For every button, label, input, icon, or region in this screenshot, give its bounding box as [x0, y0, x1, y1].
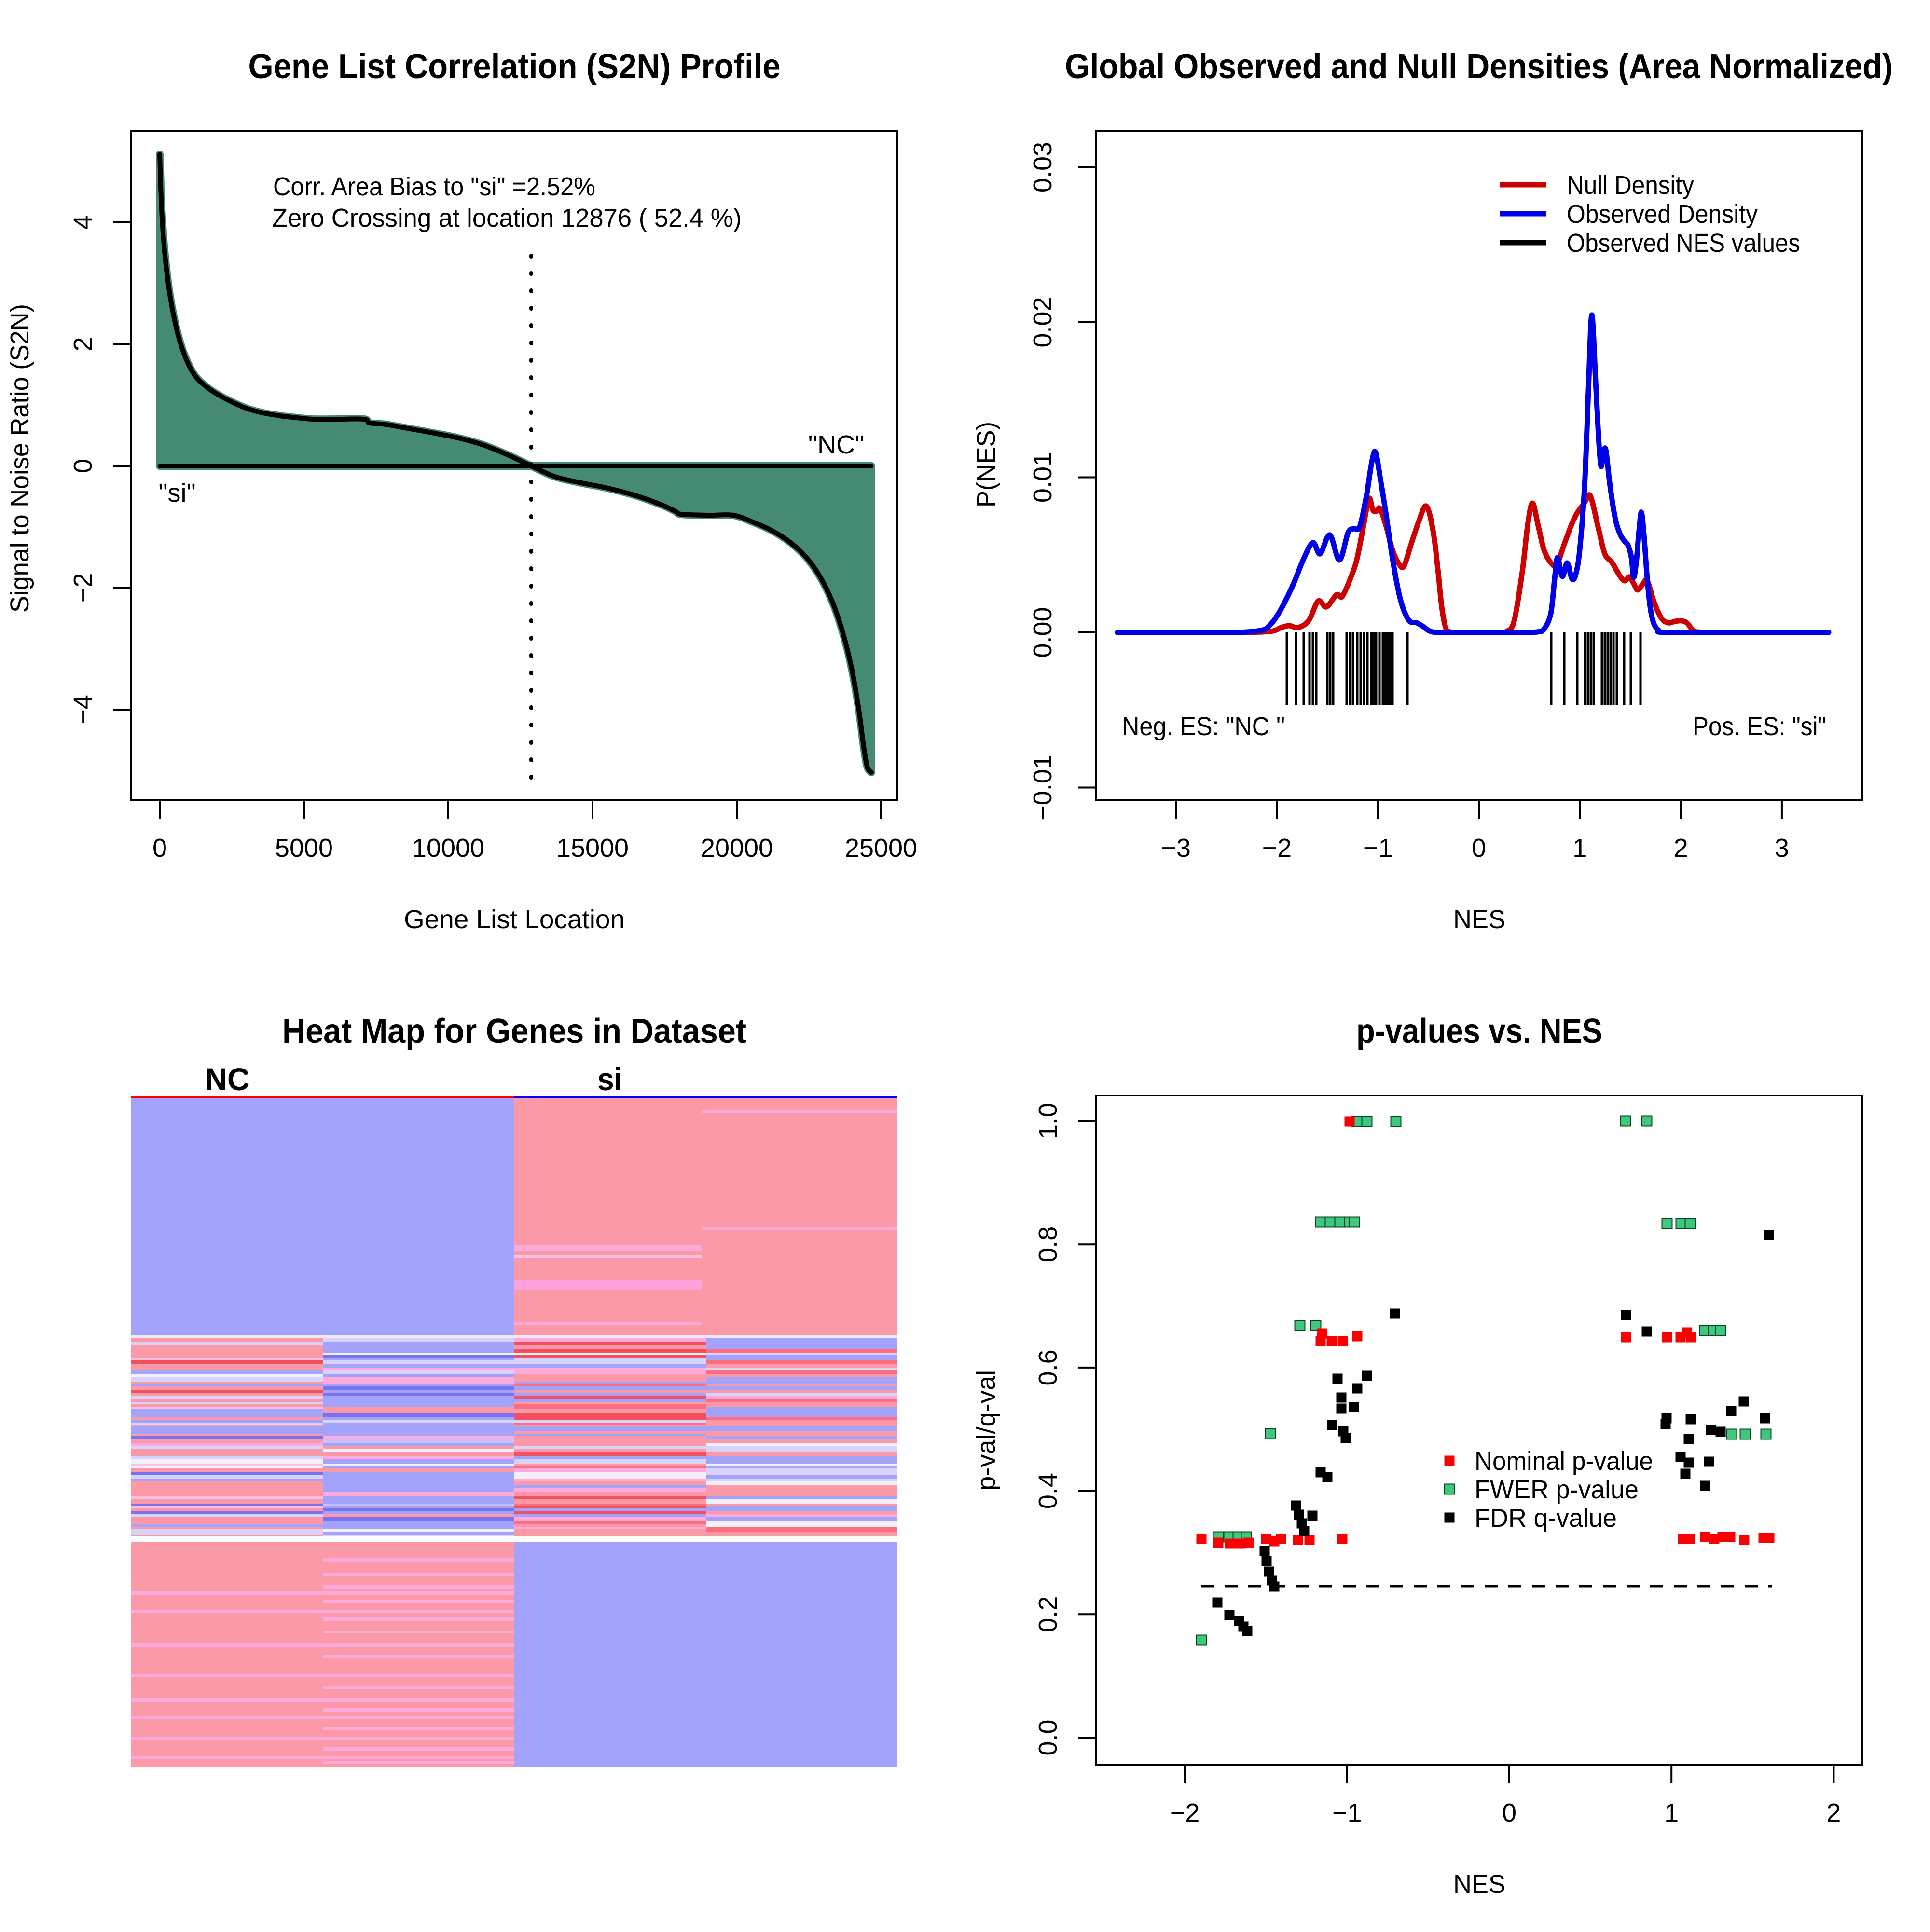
svg-text:−1: −1 [1363, 834, 1393, 863]
svg-text:1: 1 [1664, 1798, 1679, 1827]
svg-text:Global Observed and Null Densi: Global Observed and Null Densities (Area… [1065, 47, 1893, 86]
svg-text:Observed Density: Observed Density [1567, 200, 1758, 229]
svg-text:p-val/q-val: p-val/q-val [972, 1370, 1001, 1491]
svg-text:2: 2 [1826, 1798, 1841, 1827]
svg-text:0.01: 0.01 [1028, 452, 1057, 503]
svg-text:Gene List Location: Gene List Location [404, 905, 625, 934]
svg-text:−0.01: −0.01 [1028, 754, 1057, 821]
svg-text:0.02: 0.02 [1028, 297, 1057, 347]
svg-text:3: 3 [1775, 834, 1789, 863]
svg-text:−2: −2 [1262, 834, 1292, 863]
svg-text:0: 0 [152, 834, 167, 863]
svg-text:0.0: 0.0 [1034, 1719, 1062, 1755]
svg-text:Heat Map for Genes in Dataset: Heat Map for Genes in Dataset [282, 1012, 746, 1051]
svg-text:0.00: 0.00 [1028, 607, 1057, 658]
svg-text:NES: NES [1453, 1870, 1505, 1899]
svg-text:25000: 25000 [845, 834, 917, 863]
svg-text:NC: NC [205, 1061, 250, 1097]
svg-text:Nominal p-value: Nominal p-value [1475, 1447, 1653, 1476]
svg-text:2: 2 [1674, 834, 1688, 863]
svg-text:0: 0 [69, 459, 97, 473]
svg-text:NES: NES [1453, 905, 1505, 934]
svg-text:−1: −1 [1332, 1798, 1362, 1827]
svg-text:"NC": "NC" [808, 430, 864, 459]
svg-text:"si": "si" [158, 479, 195, 507]
svg-text:p-values vs. NES: p-values vs. NES [1356, 1012, 1602, 1051]
svg-text:0.6: 0.6 [1034, 1349, 1062, 1385]
svg-text:0: 0 [1472, 834, 1486, 863]
svg-text:0.8: 0.8 [1034, 1226, 1062, 1262]
svg-text:0.4: 0.4 [1034, 1473, 1062, 1509]
svg-text:Pos. ES: "si": Pos. ES: "si" [1693, 712, 1826, 741]
svg-text:Signal to Noise Ratio (S2N): Signal to Noise Ratio (S2N) [5, 304, 34, 613]
svg-text:Observed NES values: Observed NES values [1567, 229, 1800, 258]
svg-text:0: 0 [1502, 1798, 1516, 1827]
svg-text:0.03: 0.03 [1028, 142, 1057, 192]
svg-text:5000: 5000 [275, 834, 333, 863]
svg-text:1.0: 1.0 [1034, 1103, 1062, 1139]
svg-text:Zero Crossing at location 128: Zero Crossing at location 12876 ( 52.4 %… [272, 204, 742, 233]
svg-text:P(NES): P(NES) [972, 422, 1001, 507]
svg-text:−2: −2 [69, 573, 97, 603]
svg-text:Neg. ES: "NC ": Neg. ES: "NC " [1122, 712, 1285, 741]
svg-text:0.2: 0.2 [1034, 1596, 1062, 1632]
svg-text:20000: 20000 [701, 834, 773, 863]
svg-text:FWER p-value: FWER p-value [1475, 1475, 1639, 1504]
svg-text:Gene List Correlation (S2N) Pr: Gene List Correlation (S2N) Profile [248, 47, 781, 86]
svg-text:10000: 10000 [412, 834, 484, 863]
svg-text:Null Density: Null Density [1567, 171, 1694, 200]
svg-text:15000: 15000 [556, 834, 629, 863]
svg-text:si: si [597, 1061, 622, 1097]
svg-text:−2: −2 [1170, 1798, 1200, 1827]
svg-text:FDR q-value: FDR q-value [1475, 1504, 1617, 1533]
svg-text:1: 1 [1572, 834, 1587, 863]
svg-text:4: 4 [69, 215, 97, 230]
svg-text:Corr. Area Bias to "si" =2.52%: Corr. Area Bias to "si" =2.52% [273, 172, 595, 201]
svg-text:−3: −3 [1161, 834, 1191, 863]
svg-text:2: 2 [69, 337, 97, 351]
svg-text:−4: −4 [69, 695, 97, 725]
